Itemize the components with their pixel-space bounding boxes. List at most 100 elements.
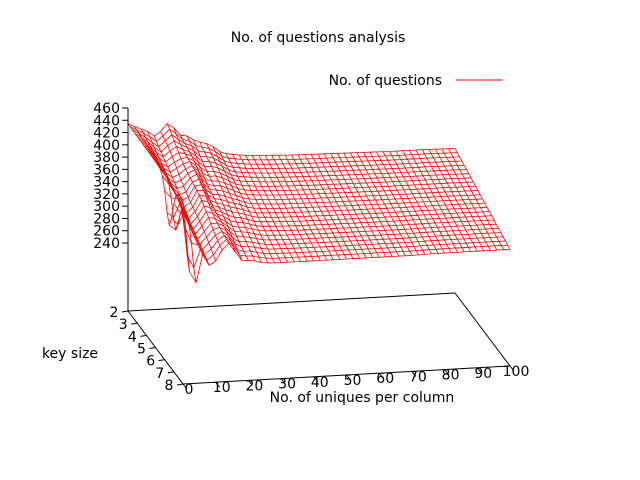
mesh-line-uniques: [382, 151, 439, 254]
x-tick-mark: [346, 374, 351, 381]
x-tick-mark: [280, 378, 286, 384]
x-tick-mark: [411, 371, 417, 377]
mesh-line-uniques: [166, 123, 223, 251]
right-axis-line: [454, 292, 511, 367]
mesh-line-uniques: [238, 154, 295, 263]
mesh-line-uniques: [317, 153, 374, 258]
mesh-line-uniques: [278, 155, 334, 260]
mesh-line-uniques: [297, 154, 354, 259]
mesh-line-uniques: [219, 151, 275, 264]
x-tick-mark: [182, 383, 188, 390]
y-tick-mark: [121, 310, 129, 313]
y-tick-label: 4: [128, 329, 137, 345]
z-tick-label: 400: [93, 138, 120, 154]
mesh-line-uniques: [350, 152, 406, 256]
y-tick-label: 5: [137, 342, 146, 358]
y-tick-mark: [140, 334, 147, 337]
mesh-line-uniques: [199, 141, 256, 262]
x-tick-mark: [509, 365, 515, 372]
x-tick-label: 0: [185, 382, 194, 398]
mesh-line-uniques: [186, 135, 243, 261]
axes-frame: [121, 107, 515, 390]
z-tick-label: 460: [93, 101, 120, 117]
mesh-line-uniques: [421, 149, 478, 252]
x-tick-label: 70: [409, 369, 427, 385]
y-tick-mark: [131, 322, 138, 325]
mesh-line-uniques: [206, 143, 262, 263]
mesh-line-uniques: [330, 153, 387, 257]
z-tick-label: 440: [93, 113, 120, 129]
x-tick-label: 100: [503, 364, 530, 380]
mesh-line-uniques: [369, 152, 426, 255]
mesh-line-uniques: [304, 154, 360, 259]
mesh-line-uniques: [153, 135, 210, 266]
z-tick-label: 320: [93, 187, 120, 203]
mesh-line-uniques: [245, 155, 302, 262]
mesh-line-uniques: [356, 152, 413, 256]
x-tick-mark: [215, 381, 221, 388]
mesh-line-uniques: [258, 155, 315, 261]
mesh-line-uniques: [264, 155, 321, 261]
z-tick-label: 380: [93, 150, 120, 166]
mesh-line-uniques: [271, 155, 328, 261]
y-axis-label: key size: [42, 346, 98, 362]
mesh-line-uniques: [402, 150, 459, 253]
mesh-line-uniques: [376, 151, 432, 255]
mesh-line-uniques: [251, 155, 308, 262]
y-tick-mark: [176, 383, 184, 386]
mesh-line-uniques: [179, 135, 236, 253]
mesh-line-uniques: [193, 139, 249, 261]
x-tick-mark: [444, 369, 449, 375]
surface-mesh: [127, 123, 511, 284]
mesh-line-uniques: [291, 154, 347, 260]
mesh-line-uniques: [323, 153, 380, 258]
mesh-line-uniques: [310, 154, 367, 259]
mesh-line-uniques: [454, 148, 511, 250]
x-tick-label: 30: [278, 377, 296, 393]
mesh-line-uniques: [173, 127, 230, 244]
z-tick-label: 360: [93, 162, 120, 178]
x-tick-label: 10: [213, 380, 231, 396]
z-tick-label: 240: [93, 236, 120, 252]
y-tick-label: 8: [165, 378, 174, 394]
mesh-line-uniques: [363, 152, 419, 256]
mesh-line-uniques: [343, 152, 400, 257]
z-tick-label: 280: [93, 211, 120, 227]
x-tick-label: 80: [442, 368, 460, 384]
y-tick-label: 2: [110, 305, 119, 321]
mesh-line-uniques: [147, 131, 203, 255]
z-tick-label: 420: [93, 126, 120, 142]
x-tick-mark: [248, 380, 253, 386]
y-tick-mark: [158, 359, 165, 362]
y-tick-label: 3: [119, 317, 128, 333]
mesh-line-uniques: [408, 150, 465, 253]
x-tick-mark: [313, 376, 319, 383]
mesh-line-uniques: [140, 128, 197, 283]
mesh-line-uniques: [127, 123, 184, 226]
mesh-line-uniques: [212, 146, 269, 263]
mesh-line-uniques: [395, 150, 452, 253]
mesh-line-uniques: [160, 131, 217, 262]
x-tick-label: 50: [344, 373, 362, 389]
mesh-line-key: [127, 123, 456, 157]
mesh-line-uniques: [232, 154, 288, 263]
legend-label: No. of questions: [329, 73, 442, 89]
y-tick-mark: [149, 347, 156, 349]
mesh-line-uniques: [415, 149, 472, 252]
mesh-line-uniques: [336, 153, 393, 257]
chart-title: No. of questions analysis: [231, 30, 406, 46]
mesh-line-uniques: [435, 149, 491, 251]
x-tick-label: 90: [474, 366, 492, 382]
x-tick-label: 60: [376, 371, 394, 387]
legend: No. of questions: [329, 73, 503, 89]
mesh-line-uniques: [441, 148, 498, 251]
mesh-line-uniques: [428, 149, 485, 251]
x-tick-label: 20: [245, 378, 263, 394]
z-tick-label: 340: [93, 175, 120, 191]
x-tick-label: 40: [311, 375, 329, 391]
mesh-line-uniques: [284, 154, 341, 260]
mesh-line-uniques: [448, 148, 504, 250]
mesh-line-uniques: [225, 153, 282, 263]
